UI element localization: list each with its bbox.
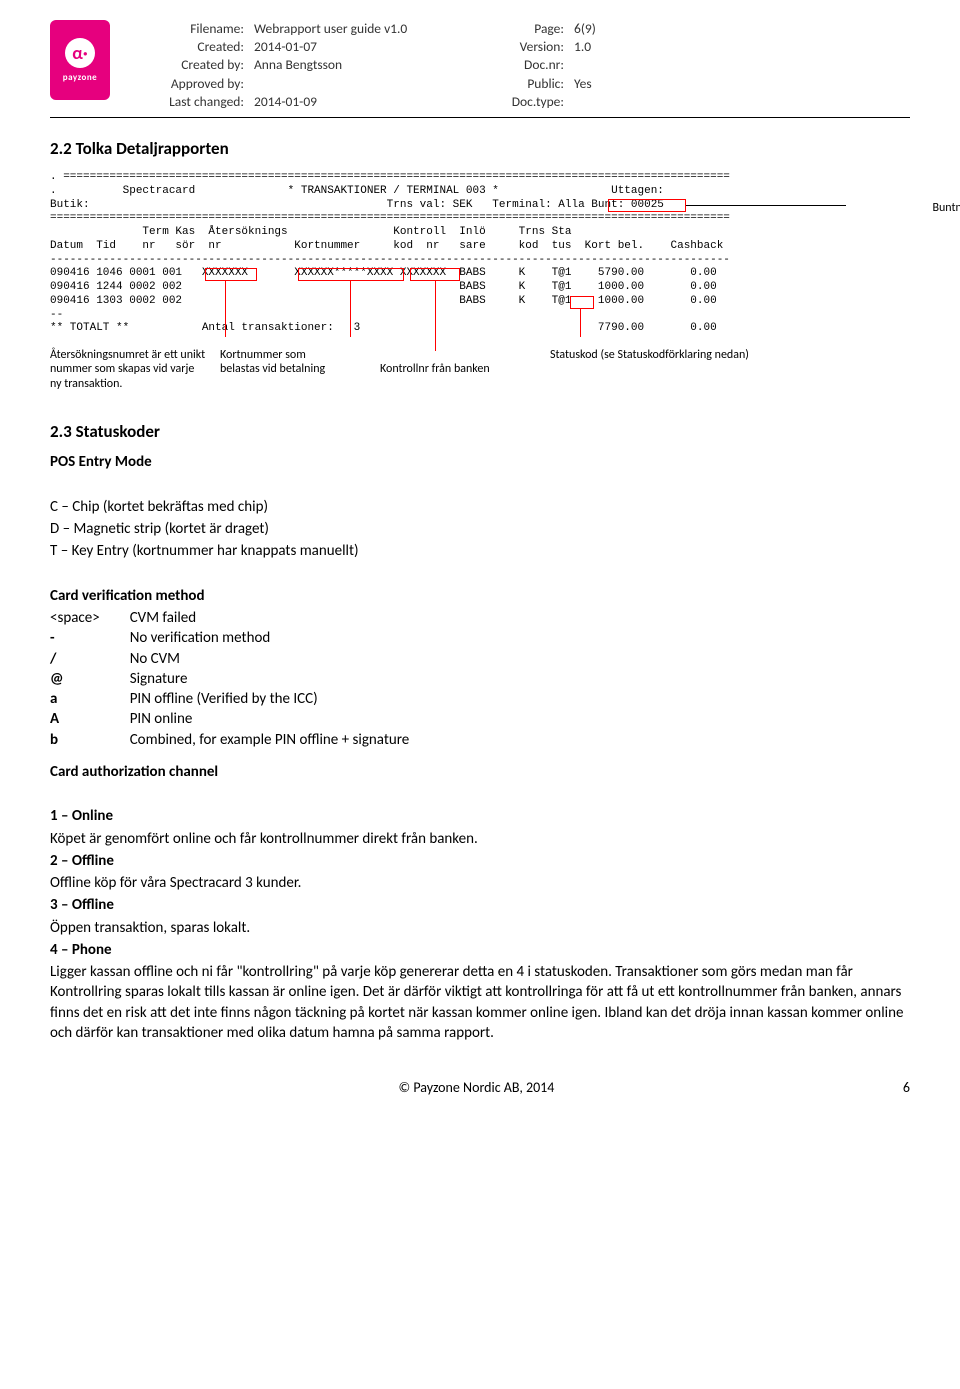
cvm-k-3: @ (50, 669, 130, 689)
pos-item-0: C – Chip (kortet bekräftas med chip) (50, 497, 910, 517)
section-2-3-body: POS Entry Mode C – Chip (kortet bekräfta… (50, 452, 910, 1043)
cvm-v-4: PIN offline (Verified by the ICC) (130, 689, 410, 709)
report-ascii: . ======================================… (50, 169, 910, 338)
cvm-v-2: No CVM (130, 649, 410, 669)
cac-t3: Öppen transaktion, sparas lokalt. (50, 918, 910, 938)
pos-item-1: D – Magnetic strip (kortet är draget) (50, 519, 910, 539)
cac-title: Card authorization channel (50, 762, 910, 782)
footer-copyright: © Payzone Nordic AB, 2014 (399, 1079, 555, 1096)
cvm-k-5: A (50, 709, 130, 729)
val-created-by: Anna Bengtsson (254, 56, 434, 74)
val-doctype (574, 93, 634, 111)
header-rule (50, 117, 910, 118)
annot-statuskod: Statuskod (se Statuskodförklaring nedan) (550, 348, 910, 391)
heading-2-2: 2.2 Tolka Detaljrapporten (50, 138, 910, 159)
cac-t4: Ligger kassan offline och ni får "kontro… (50, 962, 910, 1043)
cvm-k-6: b (50, 730, 130, 750)
doc-meta-grid: Filename: Webrapport user guide v1.0 Pag… (124, 20, 910, 111)
highlight-buntnr-line (686, 205, 846, 206)
lbl-doctype: Doc.type: (434, 93, 574, 111)
cac-h2: 2 – Offline (50, 851, 910, 871)
logo-brand-text: payzone (63, 72, 97, 83)
cvm-v-0: CVM failed (130, 608, 410, 628)
pos-entry-mode-title: POS Entry Mode (50, 452, 910, 472)
annot-kontrollnr: Kontrollnr från banken (380, 348, 550, 391)
footer-page: 6 (903, 1079, 910, 1096)
val-approved-by (254, 75, 434, 93)
cvm-v-1: No verification method (130, 628, 410, 648)
cac-t1: Köpet är genomfört online och får kontro… (50, 829, 910, 849)
cvm-v-5: PIN online (130, 709, 410, 729)
annot-atersoknings: Återsökningsnumret är ett unikt nummer s… (50, 348, 220, 391)
cvm-table: <space>CVM failed -No verification metho… (50, 608, 409, 750)
lbl-last-changed: Last changed: (124, 93, 254, 111)
cac-t2: Offline köp för våra Spectracard 3 kunde… (50, 873, 910, 893)
val-version: 1.0 (574, 38, 634, 56)
annot-kortnummer-l2: belastas vid betalning (220, 362, 368, 376)
line-kontroll (435, 281, 436, 351)
cvm-k-0: <space> (50, 608, 130, 628)
cvm-v-3: Signature (130, 669, 410, 689)
lbl-filename: Filename: (124, 20, 254, 38)
lbl-page: Page: (434, 20, 574, 38)
report-ascii-block: . ======================================… (50, 169, 910, 338)
cac-h1: 1 – Online (50, 806, 910, 826)
val-filename: Webrapport user guide v1.0 (254, 20, 434, 38)
val-last-changed: 2014-01-09 (254, 93, 434, 111)
annot-kortnummer-l1: Kortnummer som (220, 348, 368, 362)
doc-header: α· payzone Filename: Webrapport user gui… (50, 20, 910, 111)
logo: α· payzone (50, 20, 110, 100)
annot-buntnr: Buntnr (932, 201, 960, 215)
cvm-k-2: / (50, 649, 130, 669)
line-kortnummer (350, 281, 351, 337)
lbl-created-by: Created by: (124, 56, 254, 74)
lbl-created: Created: (124, 38, 254, 56)
line-status (580, 309, 581, 337)
cvm-v-6: Combined, for example PIN offline + sign… (130, 730, 410, 750)
cvm-k-1: - (50, 628, 130, 648)
lbl-docnr: Doc.nr: (434, 56, 574, 74)
lbl-public: Public: (434, 75, 574, 93)
lbl-version: Version: (434, 38, 574, 56)
annotation-row: Återsökningsnumret är ett unikt nummer s… (50, 348, 910, 391)
pos-item-2: T – Key Entry (kortnummer har knappats m… (50, 541, 910, 561)
val-page: 6(9) (574, 20, 634, 38)
lbl-approved-by: Approved by: (124, 75, 254, 93)
doc-footer: © Payzone Nordic AB, 2014 6 (50, 1079, 910, 1096)
cac-h3: 3 – Offline (50, 895, 910, 915)
cvm-title: Card verification method (50, 586, 910, 606)
cac-h4: 4 – Phone (50, 940, 910, 960)
val-docnr (574, 56, 634, 74)
cvm-k-4: a (50, 689, 130, 709)
val-created: 2014-01-07 (254, 38, 434, 56)
heading-2-3: 2.3 Statuskoder (50, 421, 910, 442)
val-public: Yes (574, 75, 634, 93)
logo-icon: α· (65, 38, 95, 68)
line-atersoknings (225, 281, 226, 337)
